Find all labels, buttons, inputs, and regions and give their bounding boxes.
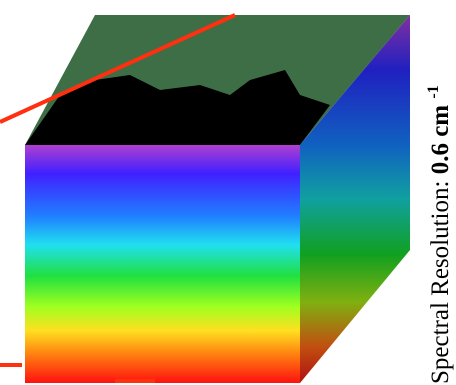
label-value: 0.6 cm <box>427 105 454 175</box>
cube <box>25 15 410 383</box>
hyperspectral-cube-figure: Spectral Resolution: 0.6 cm -1 <box>0 0 456 385</box>
label-superscript: -1 <box>425 85 442 98</box>
cube-front <box>25 145 300 383</box>
label-prefix: Spectral Resolution: <box>427 181 454 384</box>
resolution-label: Spectral Resolution: 0.6 cm -1 <box>425 85 454 384</box>
